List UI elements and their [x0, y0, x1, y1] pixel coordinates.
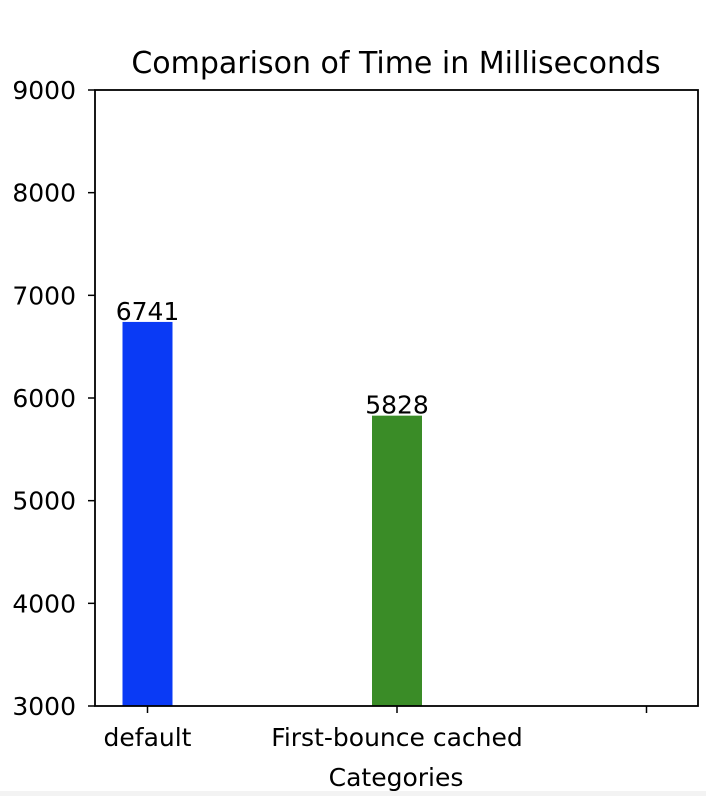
x-tick-label: First-bounce cached	[271, 723, 522, 752]
x-axis-label: Categories	[329, 763, 464, 792]
y-tick-label: 7000	[12, 281, 76, 310]
bar-value-label: 6741	[116, 297, 180, 326]
y-tick-label: 3000	[12, 692, 76, 721]
y-tick-label: 5000	[12, 487, 76, 516]
plot-frame	[94, 89, 699, 707]
chart-title: Comparison of Time in Milliseconds	[131, 46, 660, 81]
bars	[122, 321, 422, 706]
y-tick-label: 6000	[12, 384, 76, 413]
bar-value-label: 5828	[365, 391, 429, 420]
y-tick-label: 4000	[12, 589, 76, 618]
bottom-edge-strip	[0, 791, 706, 796]
y-axis: 3000 4000 5000 6000 7000 8000 9000	[12, 76, 95, 721]
y-tick-label: 8000	[12, 179, 76, 208]
x-tick-label: default	[104, 723, 192, 752]
y-tick-label: 9000	[12, 76, 76, 105]
bar-data-labels: 6741 5828	[116, 297, 429, 420]
bar	[122, 321, 173, 706]
x-axis: default First-bounce cached	[104, 706, 648, 752]
bar	[372, 415, 422, 706]
